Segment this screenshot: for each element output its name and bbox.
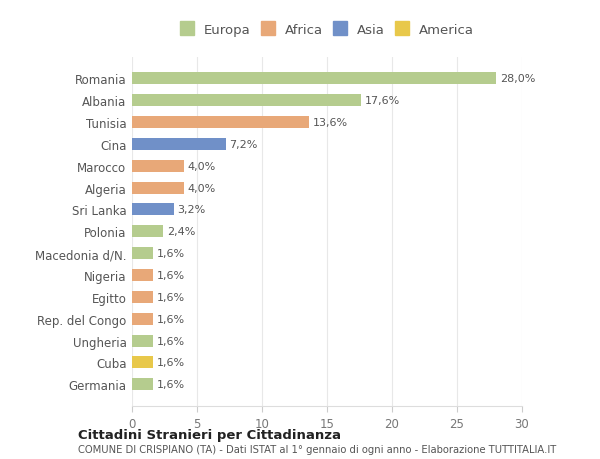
Bar (132, 117, 309, 129)
Text: COMUNE DI CRISPIANO (TA) - Dati ISTAT al 1° gennaio di ogni anno - Elaborazione : COMUNE DI CRISPIANO (TA) - Dati ISTAT al… (78, 444, 556, 454)
Text: 13,6%: 13,6% (313, 118, 348, 128)
Text: 1,6%: 1,6% (157, 380, 185, 389)
Bar (132, 160, 184, 173)
Legend: Europa, Africa, Asia, America: Europa, Africa, Asia, America (175, 19, 479, 43)
Text: 2,4%: 2,4% (167, 227, 196, 237)
Bar (132, 204, 173, 216)
Bar (132, 73, 496, 85)
Bar (132, 95, 361, 107)
Text: 17,6%: 17,6% (365, 96, 400, 106)
Bar (132, 269, 153, 281)
Bar (132, 357, 153, 369)
Text: 1,6%: 1,6% (157, 336, 185, 346)
Text: Cittadini Stranieri per Cittadinanza: Cittadini Stranieri per Cittadinanza (78, 428, 341, 442)
Bar (132, 247, 153, 260)
Text: 28,0%: 28,0% (500, 74, 535, 84)
Bar (132, 291, 153, 303)
Text: 1,6%: 1,6% (157, 314, 185, 324)
Bar (132, 139, 226, 151)
Text: 7,2%: 7,2% (229, 140, 258, 150)
Text: 1,6%: 1,6% (157, 270, 185, 280)
Bar (132, 335, 153, 347)
Bar (132, 313, 153, 325)
Text: 3,2%: 3,2% (178, 205, 206, 215)
Text: 1,6%: 1,6% (157, 249, 185, 258)
Text: 1,6%: 1,6% (157, 292, 185, 302)
Bar (132, 378, 153, 390)
Text: 4,0%: 4,0% (188, 162, 216, 171)
Text: 1,6%: 1,6% (157, 358, 185, 368)
Bar (132, 182, 184, 194)
Text: 4,0%: 4,0% (188, 183, 216, 193)
Bar (132, 226, 163, 238)
